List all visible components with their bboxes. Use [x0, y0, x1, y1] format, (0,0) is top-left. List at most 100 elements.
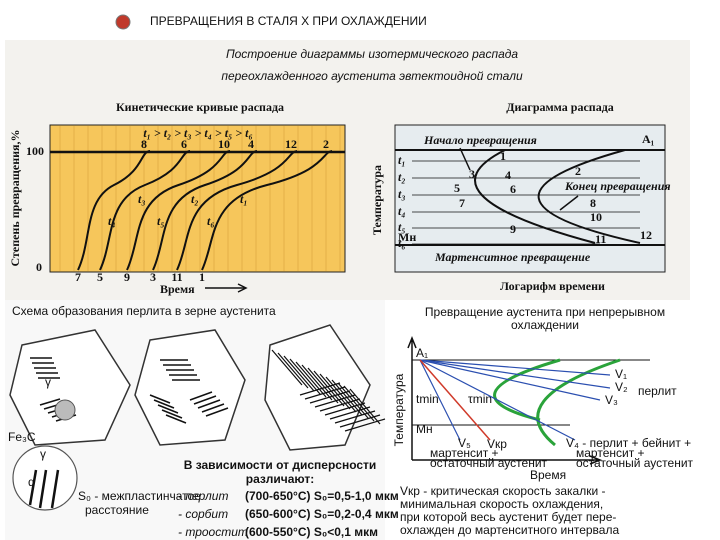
panel-title: охлаждении	[511, 318, 579, 332]
lamella	[349, 388, 381, 425]
lamella	[339, 414, 381, 428]
panel-title: Диаграмма распада	[506, 100, 614, 114]
note: минимальная скорость охлаждения,	[400, 497, 603, 511]
cooling-line	[419, 359, 611, 376]
point-number: 2	[575, 164, 581, 178]
panel-title: Схема образования перлита в зерне аустен…	[12, 304, 276, 318]
axis-label: Температура	[370, 165, 384, 235]
kinetic-curve	[126, 150, 231, 271]
phase-label: Fe₃C	[8, 430, 36, 444]
curve-number: 4	[248, 137, 254, 151]
level-label: t₄	[398, 204, 406, 218]
axis-label: Степень превращения,%	[8, 129, 22, 266]
kinetic-curve	[152, 150, 258, 271]
curve-label: t₅	[157, 214, 165, 228]
note: Vкр - критическая скорость закалки -	[400, 484, 606, 498]
curve-label: t₁	[240, 192, 248, 206]
phase-label: γ	[40, 447, 46, 461]
curve-number: 10	[218, 137, 230, 151]
lamella	[334, 410, 376, 424]
start-curve	[493, 358, 561, 422]
curve-label: t₂	[191, 192, 199, 206]
panel-title: Превращение аустенита при непрерывном	[425, 305, 665, 319]
axis-arrow	[237, 283, 248, 293]
level-label: t₅	[398, 220, 406, 234]
pointer	[459, 147, 471, 171]
martensite-label: Мартенситное превращение	[434, 250, 591, 264]
level-label: t₆	[398, 236, 406, 250]
curve-number: 9	[124, 270, 130, 284]
curve-number: 12	[285, 137, 297, 151]
rate-label: V₂	[615, 380, 628, 394]
kind-detail: (600-550°C) S₀<0,1 мкм	[245, 525, 378, 539]
v5-label: остаточный аустенит	[430, 456, 548, 470]
lamella	[325, 376, 357, 413]
lamella	[271, 349, 303, 386]
point-number: 10	[590, 210, 602, 224]
axis	[412, 455, 603, 465]
rate-label: перлит	[638, 384, 677, 398]
curve-number: 3	[150, 270, 156, 284]
lamella	[165, 414, 187, 424]
axis-value: 0	[36, 260, 42, 274]
taumin-label: τmin	[468, 392, 492, 406]
detail-circle	[54, 399, 76, 421]
lamella	[161, 409, 183, 419]
lamella	[307, 367, 339, 404]
lamella	[314, 394, 356, 408]
kinetic-curve	[176, 150, 298, 271]
lamella	[299, 382, 341, 396]
point-number: 6	[510, 182, 516, 196]
lamella	[193, 395, 217, 405]
construction-title: Построение диаграммы изотермического рас…	[226, 47, 518, 61]
end-curve	[537, 149, 641, 244]
lamella	[197, 399, 221, 409]
cooling-line	[419, 359, 601, 401]
tmin-label: tmin	[416, 392, 439, 406]
kind-detail: (650-600°C) S₀=0,2-0,4 мкм	[245, 507, 399, 521]
a1-label: A₁	[642, 132, 655, 146]
note: при которой весь аустенит будет пере-	[400, 510, 616, 524]
curve-number: 1	[199, 270, 205, 284]
slide-title: ПРЕВРАЩЕНИЯ В СТАЛЯ Х ПРИ ОХЛАЖДЕНИИ	[150, 14, 427, 28]
v5-label: мартенсит +	[430, 446, 499, 460]
bullet	[115, 14, 131, 30]
point-number: 1	[500, 149, 506, 163]
point-number: 9	[510, 222, 516, 236]
axis-value: 100	[26, 144, 44, 158]
cooling-line	[419, 359, 611, 389]
lamella	[28, 469, 60, 509]
lamella	[189, 391, 213, 401]
point-number: 11	[595, 232, 606, 246]
vkr-label: Vкр	[487, 437, 507, 451]
kinetic-curve	[201, 150, 333, 271]
condition: t₁ > t₂ > t₃ > t₄ > t₅ > t₆	[143, 126, 252, 140]
continuous-panel	[393, 300, 693, 540]
lamella	[301, 364, 333, 401]
kind-name: - перлит	[178, 489, 228, 503]
curve-number: 11	[171, 270, 182, 284]
lamella	[153, 399, 175, 409]
curve-number: 7	[75, 270, 81, 284]
v5-label: V₅	[458, 436, 471, 450]
cooling-line	[419, 359, 576, 441]
end-curve	[536, 358, 621, 447]
kinetic-curve	[77, 150, 151, 271]
rate-label: V₁	[615, 367, 627, 381]
kind-detail: (700-650°C) S₀=0,5-1,0 мкм	[245, 489, 399, 503]
point-number: 5	[454, 181, 460, 195]
cooling-line	[419, 359, 461, 441]
lamella	[329, 406, 371, 420]
lamella	[205, 407, 229, 417]
grain	[134, 329, 246, 446]
lamella	[201, 403, 225, 413]
v4-label: мартенсит +	[576, 446, 645, 460]
level-label: t₃	[398, 187, 406, 201]
lamella	[277, 352, 309, 389]
phase-label: γ	[45, 375, 51, 389]
end-label: Конец превращения	[564, 179, 671, 193]
axis-label: Время	[160, 282, 195, 296]
v4-label: остаточный аустенит	[576, 456, 694, 470]
s0-label: расстояние	[85, 503, 149, 517]
panel-title: Кинетические кривые распада	[116, 100, 284, 114]
